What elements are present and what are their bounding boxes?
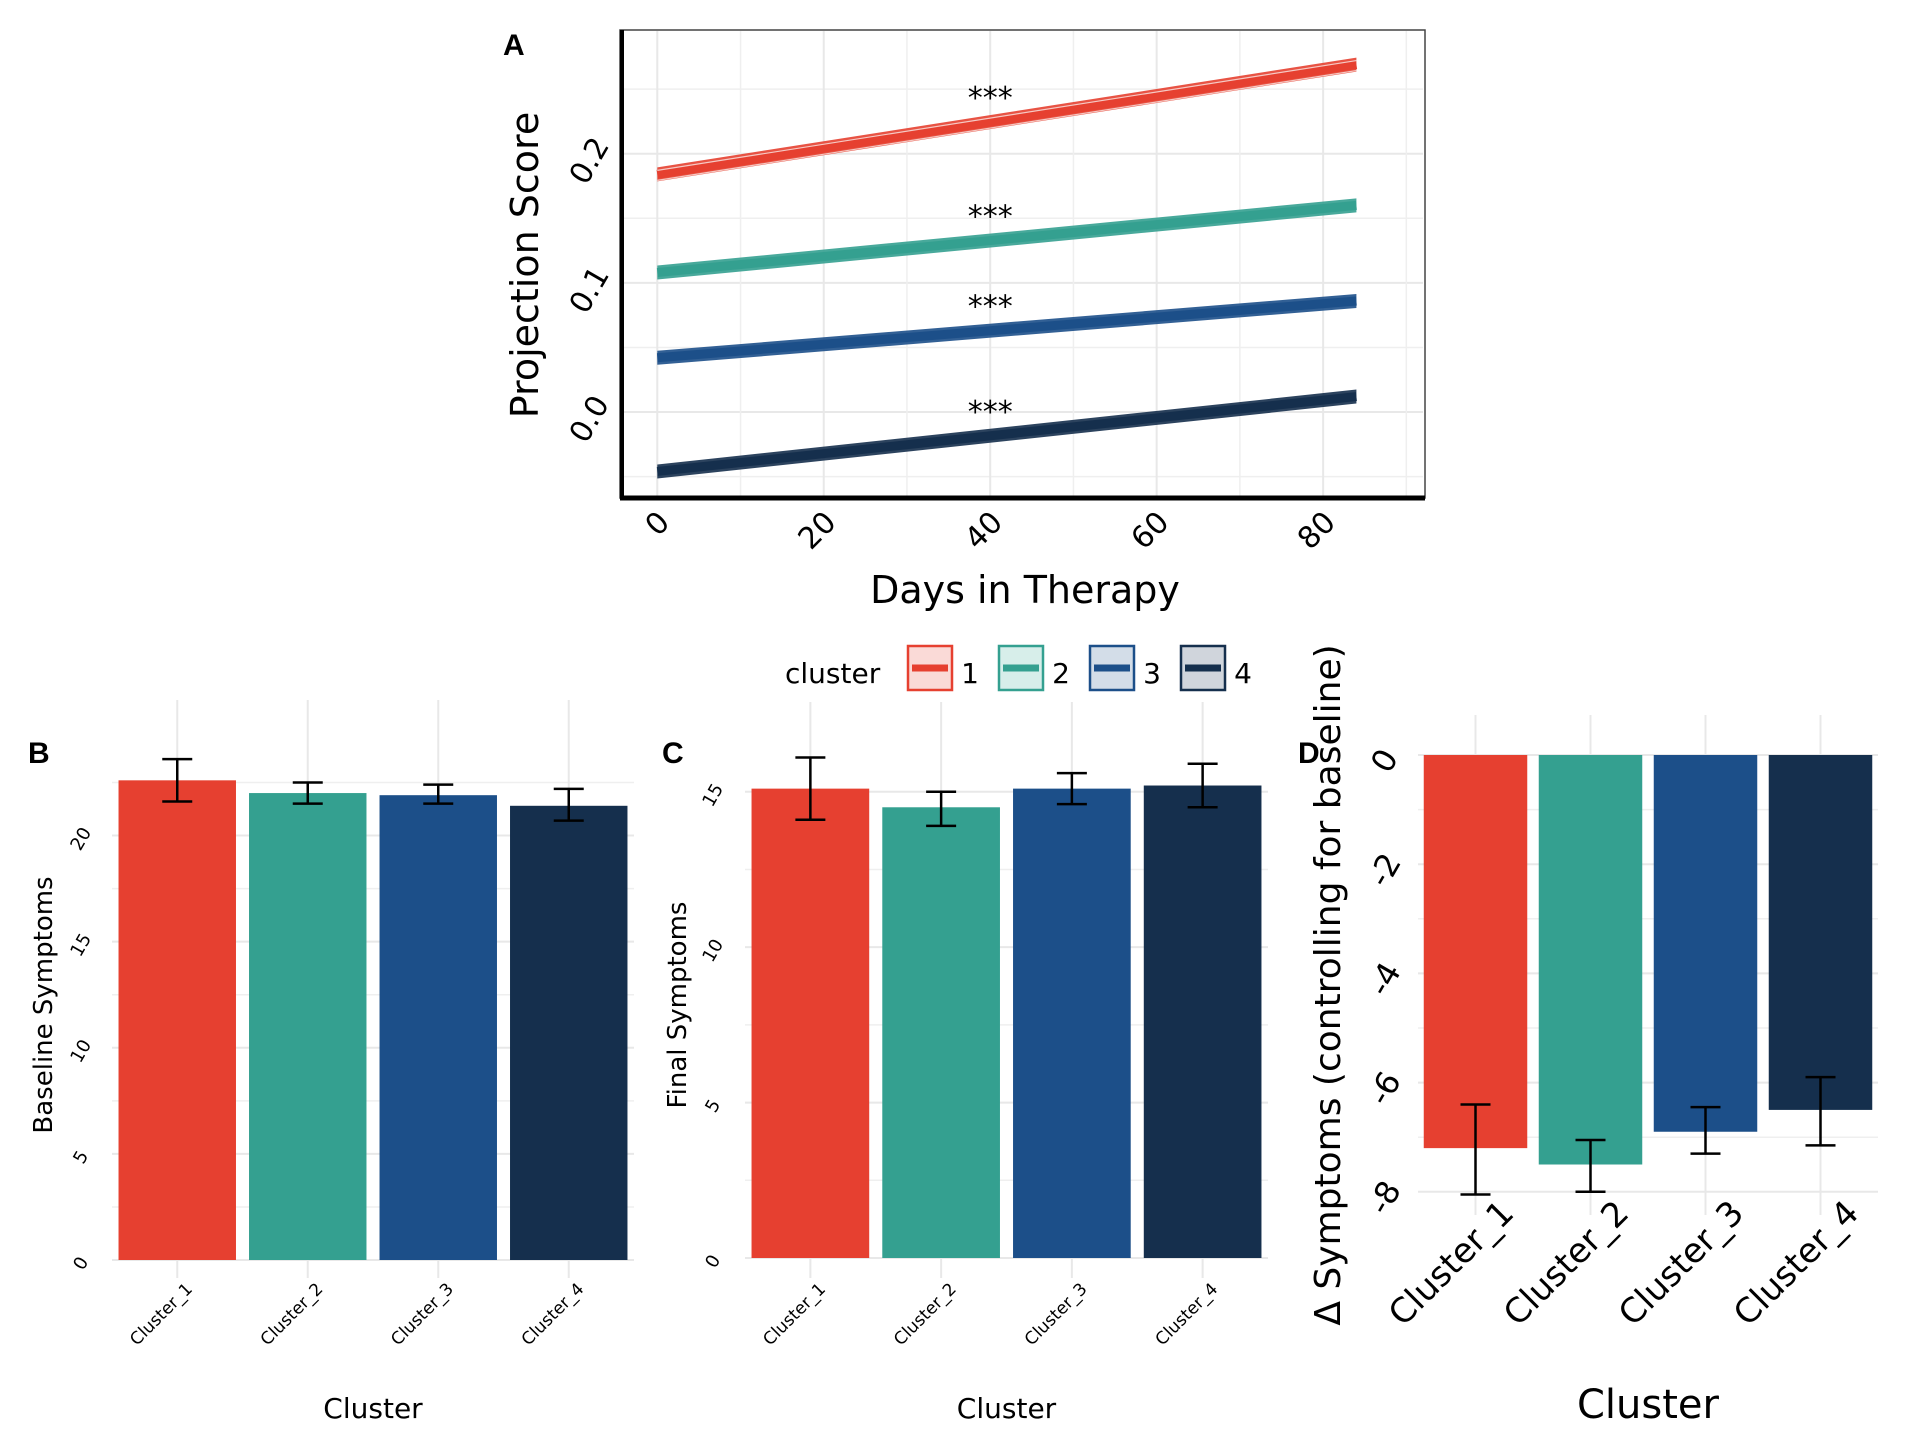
y-tick-label: 0.2: [563, 132, 617, 191]
bar-cluster-4: [1143, 785, 1262, 1258]
panel-label-a: A: [503, 29, 525, 62]
y-axis-title: Projection Score: [503, 112, 547, 418]
y-tick-label: 0: [1363, 742, 1406, 779]
significance-annotation: ***: [968, 81, 1013, 116]
panel-label-c: C: [662, 737, 684, 770]
y-tick-label: -8: [1360, 1174, 1409, 1221]
legend-label: 2: [1052, 657, 1070, 690]
x-tick-label: Cluster_4: [1726, 1193, 1867, 1334]
legend-title: cluster: [785, 657, 881, 690]
legend-label: 1: [961, 657, 979, 690]
x-tick-label: Cluster_1: [126, 1279, 196, 1349]
y-axis-title: Baseline Symptoms: [29, 876, 59, 1133]
y-tick-label: 0: [69, 1253, 93, 1273]
legend-label: 3: [1143, 657, 1161, 690]
trend-line-cluster-3: [656, 296, 1357, 363]
legend: cluster 1 2 3 4: [785, 644, 1252, 692]
x-tick-label: 40: [958, 505, 1010, 557]
x-tick-label: 0: [639, 505, 677, 543]
x-tick-label: Cluster_1: [1381, 1193, 1522, 1334]
bar-cluster-1: [118, 780, 236, 1260]
y-axis-title: Final Symptoms: [663, 902, 693, 1109]
y-tick-label: 10: [66, 1036, 96, 1066]
x-tick-label: Cluster_3: [387, 1279, 457, 1349]
x-axis-title: Cluster: [323, 1392, 423, 1425]
trend-line-cluster-1: [656, 60, 1358, 179]
bar-cluster-3: [379, 795, 497, 1260]
x-tick-label: 20: [792, 505, 844, 557]
y-tick-label: 0: [701, 1251, 725, 1271]
y-tick-label: 0.0: [563, 390, 617, 449]
significance-annotation: ***: [968, 395, 1013, 430]
x-tick-label: Cluster_3: [1611, 1193, 1752, 1334]
x-tick-label: Cluster_2: [257, 1279, 327, 1349]
bar-cluster-2: [1538, 755, 1643, 1165]
y-tick-label: 0.1: [563, 261, 617, 320]
y-tick-label: -6: [1360, 1065, 1409, 1112]
bar-cluster-2: [882, 807, 1000, 1258]
bar-cluster-1: [1423, 755, 1528, 1149]
bar-cluster-4: [1768, 755, 1873, 1110]
legend-label: 4: [1234, 657, 1252, 690]
trend-line-cluster-2: [656, 200, 1357, 278]
x-axis-title: Days in Therapy: [870, 568, 1180, 612]
band-edge-line: [657, 59, 1357, 171]
panel-c: C Cluster_1 Cluster_2 Cluster_3 Cluster_4 0 5…: [662, 702, 1268, 1425]
bar-cluster-2: [249, 793, 367, 1260]
bar-cluster-4: [510, 805, 628, 1260]
trend-line-cluster-4: [656, 392, 1357, 476]
x-tick-label: Cluster_1: [759, 1279, 829, 1349]
panel-b: B Cluster_1 Cluster_2 Cluster_3 Cluster_4 0 5…: [28, 700, 634, 1425]
bar-cluster-3: [1013, 788, 1131, 1258]
x-tick-label: Cluster_4: [1152, 1279, 1222, 1349]
y-tick-label: 5: [701, 1096, 725, 1116]
significance-annotation: ***: [968, 200, 1013, 235]
bar-cluster-1: [751, 788, 870, 1258]
significance-annotation: ***: [968, 290, 1013, 325]
y-tick-label: 15: [66, 930, 96, 960]
x-tick-label: 60: [1125, 505, 1177, 557]
bar-cluster-3: [1653, 755, 1758, 1132]
y-tick-label: 15: [698, 780, 728, 810]
band-edge-line: [657, 69, 1357, 181]
x-tick-label: Cluster_2: [890, 1279, 960, 1349]
y-axis-title: Δ Symptoms (controlling for baseline): [1308, 644, 1349, 1325]
y-tick-label: 5: [69, 1147, 93, 1167]
x-tick-label: 80: [1291, 505, 1343, 557]
x-axis-title: Cluster: [1577, 1382, 1720, 1428]
y-tick-label: -2: [1360, 847, 1409, 894]
x-tick-label: Cluster_4: [518, 1279, 588, 1349]
x-axis-title: Cluster: [957, 1392, 1057, 1425]
y-tick-label: 20: [66, 824, 96, 854]
y-tick-label: 10: [698, 936, 728, 966]
panel-label-d: D: [1298, 737, 1320, 770]
x-tick-label: Cluster_3: [1021, 1279, 1091, 1349]
panel-a: A *** *** *** *** 0 20 40 60 80 0.0 0.1 0.2 Days …: [503, 29, 1426, 612]
x-tick-label: Cluster_2: [1496, 1193, 1637, 1334]
y-tick-label: -4: [1360, 956, 1409, 1003]
panel-label-b: B: [28, 737, 50, 770]
